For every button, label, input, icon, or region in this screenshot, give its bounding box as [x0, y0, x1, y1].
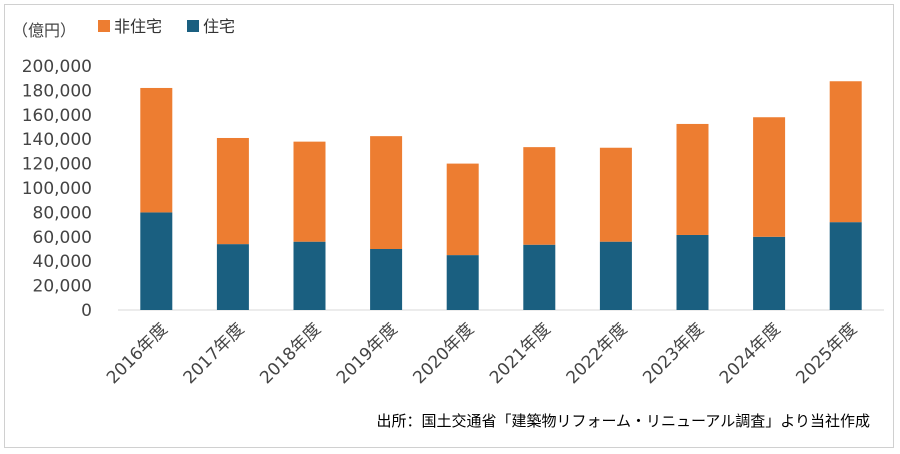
- bar-non-housing-1: [216, 137, 249, 245]
- x-tick-label-5: 2021年度: [486, 319, 555, 388]
- y-tick-label-0: 0: [81, 301, 92, 321]
- x-axis-ticks: 2016年度 2017年度 2018年度 2019年度 2020年度 2021年度 2022…: [103, 319, 861, 388]
- bar-housing-5: [523, 244, 556, 310]
- bar-housing-1: [216, 244, 249, 310]
- y-unit-label: （億円）: [12, 21, 76, 40]
- bar-non-housing-7: [676, 123, 709, 235]
- y-tick-label-8: 160,000: [22, 106, 92, 126]
- x-tick-label-3: 2019年度: [333, 319, 402, 388]
- x-tick-label-8: 2024年度: [716, 319, 785, 388]
- bar-non-housing-3: [370, 136, 403, 249]
- bars: [140, 81, 862, 310]
- legend: 非住宅 住宅: [98, 17, 235, 36]
- bar-non-housing-8: [753, 117, 786, 237]
- y-tick-label-1: 20,000: [33, 277, 92, 297]
- y-tick-label-7: 140,000: [22, 130, 92, 150]
- bar-non-housing-0: [140, 87, 173, 213]
- bar-non-housing-9: [829, 81, 862, 223]
- y-axis-ticks: 0 20,000 40,000 60,000 80,000 100,000 120,000 1…: [22, 57, 92, 321]
- x-tick-label-1: 2017年度: [180, 319, 249, 388]
- source-note: 出所：国土交通省「建築物リフォーム・リニューアル調査」より当社作成: [376, 412, 870, 430]
- y-tick-label-3: 60,000: [33, 228, 92, 248]
- bar-housing-4: [446, 255, 479, 310]
- y-tick-label-10: 200,000: [22, 57, 92, 77]
- bar-non-housing-2: [293, 141, 326, 242]
- legend-swatch-1: [187, 20, 199, 32]
- legend-label-1: 住宅: [203, 17, 235, 36]
- x-tick-label-0: 2016年度: [103, 319, 172, 388]
- y-tick-label-9: 180,000: [22, 81, 92, 101]
- x-tick-label-2: 2018年度: [256, 319, 325, 388]
- x-tick-label-7: 2023年度: [639, 319, 708, 388]
- bar-housing-6: [599, 241, 632, 310]
- bar-housing-7: [676, 234, 709, 310]
- legend-swatch-0: [98, 20, 110, 32]
- legend-label-0: 非住宅: [114, 17, 162, 36]
- x-tick-label-6: 2022年度: [563, 319, 632, 388]
- x-tick-label-9: 2025年度: [792, 319, 861, 388]
- y-tick-label-6: 120,000: [22, 155, 92, 175]
- bar-housing-2: [293, 241, 326, 310]
- bar-housing-0: [140, 212, 173, 310]
- bar-non-housing-6: [599, 147, 632, 242]
- bar-non-housing-4: [446, 163, 479, 256]
- x-tick-label-4: 2020年度: [409, 319, 478, 388]
- y-tick-label-5: 100,000: [22, 179, 92, 199]
- y-tick-label-2: 40,000: [33, 252, 92, 272]
- y-tick-label-4: 80,000: [33, 203, 92, 223]
- bar-non-housing-5: [523, 147, 556, 245]
- bar-housing-9: [829, 222, 862, 310]
- bar-housing-3: [370, 249, 403, 310]
- bar-housing-8: [753, 236, 786, 310]
